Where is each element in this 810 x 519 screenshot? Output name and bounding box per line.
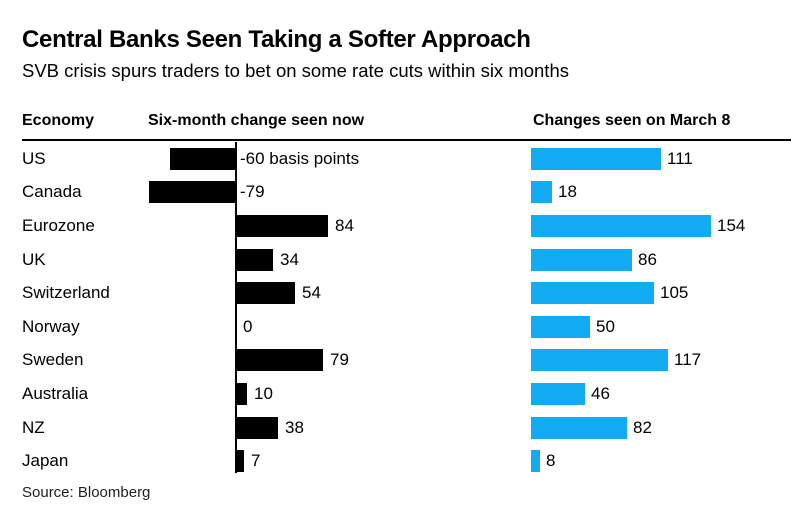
six-month-change-value: 34 (280, 249, 299, 269)
march-8-change-value: 117 (674, 350, 702, 370)
chart-rows: US -60 basis points 111 Canada -79 18 Eurozone… (0, 142, 810, 478)
header-divider (22, 139, 791, 141)
six-month-change-value: -60 basis points (240, 148, 360, 168)
chart-row: Sweden 79 117 (0, 344, 810, 378)
chart-title: Central Banks Seen Taking a Softer Appro… (22, 26, 531, 53)
march-8-change-value: 105 (660, 283, 689, 303)
march-8-change-value: 86 (638, 249, 657, 269)
zero-axis-line (235, 142, 237, 473)
march-8-change-value: 154 (717, 215, 746, 235)
march-8-change-bar (531, 214, 711, 237)
economy-label: Norway (22, 316, 80, 336)
chart-subtitle: SVB crisis spurs traders to bet on some … (22, 60, 569, 81)
march-8-change-value: 8 (546, 451, 556, 471)
march-8-change-value: 18 (558, 182, 577, 202)
march-8-change-bar (531, 382, 585, 405)
march-8-change-bar (531, 349, 668, 372)
march-8-change-bar (531, 181, 552, 204)
source-attribution: Source: Bloomberg (22, 484, 151, 501)
six-month-change-value: 38 (285, 417, 304, 437)
economy-label: Eurozone (22, 215, 95, 235)
march-8-change-value: 46 (591, 383, 610, 403)
economy-label: NZ (22, 417, 45, 437)
six-month-change-bar (236, 450, 244, 473)
economy-label: US (22, 148, 46, 168)
economy-label: Switzerland (22, 283, 110, 303)
six-month-change-value: -79 (240, 182, 265, 202)
six-month-change-value: 79 (330, 350, 349, 370)
march-8-change-bar (531, 315, 590, 338)
six-month-change-bar (236, 282, 295, 305)
economy-label: Canada (22, 182, 82, 202)
march-8-change-bar (531, 147, 661, 170)
six-month-change-bar (236, 416, 278, 439)
chart-row: Japan 7 8 (0, 444, 810, 478)
chart-row: Norway 0 50 (0, 310, 810, 344)
six-month-change-bar (236, 248, 273, 271)
six-month-change-bar (236, 349, 323, 372)
march-8-change-bar (531, 450, 540, 473)
six-month-change-value: 7 (251, 451, 261, 471)
chart-row: Switzerland 54 105 (0, 276, 810, 310)
chart-row: Australia 10 46 (0, 377, 810, 411)
march-8-change-bar (531, 282, 654, 305)
six-month-change-value: 10 (254, 383, 273, 403)
six-month-change-value: 84 (335, 215, 354, 235)
six-month-change-bar (170, 147, 236, 170)
march-8-change-bar (531, 416, 627, 439)
chart-row: US -60 basis points 111 (0, 142, 810, 176)
economy-label: Sweden (22, 350, 84, 370)
economy-label: UK (22, 249, 46, 269)
column-header-six-month-change: Six-month change seen now (148, 112, 365, 129)
six-month-change-value: 0 (243, 316, 253, 336)
march-8-change-value: 111 (667, 148, 693, 168)
economy-label: Japan (22, 451, 69, 471)
march-8-change-bar (531, 248, 632, 271)
column-header-economy: Economy (22, 112, 95, 129)
chart-row: Canada -79 18 (0, 176, 810, 210)
chart-row: Eurozone 84 154 (0, 209, 810, 243)
six-month-change-value: 54 (302, 283, 321, 303)
six-month-change-bar (149, 181, 236, 204)
six-month-change-bar (236, 214, 328, 237)
chart-row: NZ 38 82 (0, 411, 810, 445)
chart-row: UK 34 86 (0, 243, 810, 277)
column-header-march-8: Changes seen on March 8 (533, 112, 731, 129)
march-8-change-value: 82 (633, 417, 652, 437)
economy-label: Australia (22, 383, 89, 403)
march-8-change-value: 50 (596, 316, 615, 336)
six-month-change-bar (236, 382, 247, 405)
